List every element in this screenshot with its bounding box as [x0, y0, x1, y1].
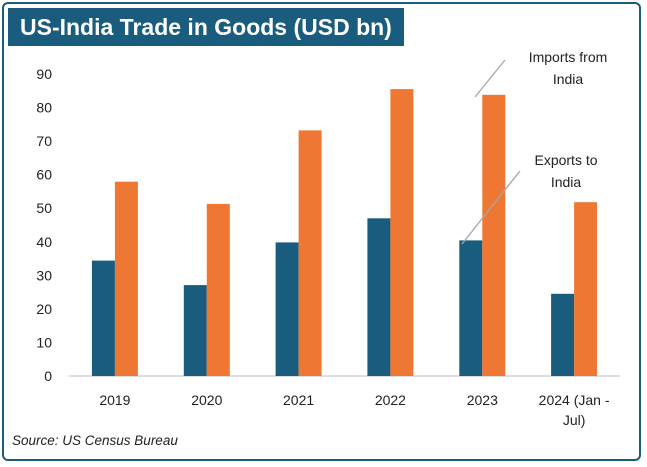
imports-bar	[298, 130, 322, 376]
y-tick-label: 40	[36, 234, 52, 250]
imports-bar	[574, 202, 598, 376]
y-tick-label: 20	[36, 301, 52, 317]
x-axis: 2019 2020 2021 2022 2023 2024 (Jan - Jul)	[99, 392, 610, 428]
exports-bar	[183, 285, 207, 376]
chart-title: US-India Trade in Goods (USD bn)	[8, 8, 404, 46]
y-tick-label: 10	[36, 334, 52, 350]
x-tick-label: 2020	[191, 392, 222, 408]
imports-annotation-line-2: India	[553, 71, 584, 87]
x-tick-label: 2023	[467, 392, 498, 408]
y-tick-label: 90	[36, 66, 52, 82]
x-tick-label: 2024 (Jan -	[539, 392, 610, 408]
x-tick-label: 2021	[283, 392, 314, 408]
exports-bar	[367, 218, 391, 376]
y-tick-label: 70	[36, 133, 52, 149]
exports-bar	[551, 293, 575, 376]
x-tick-label: Jul)	[563, 412, 586, 428]
imports-bar	[114, 181, 138, 376]
y-tick-label: 50	[36, 200, 52, 216]
y-tick-label: 30	[36, 267, 52, 283]
y-tick-label: 60	[36, 167, 52, 183]
x-tick-label: 2022	[375, 392, 406, 408]
imports-callout-line	[474, 59, 506, 98]
exports-bar	[91, 260, 115, 376]
imports-bar	[482, 94, 506, 377]
source-note: Source: US Census Bureau	[12, 433, 178, 448]
bars	[91, 89, 598, 377]
exports-annotation-line-2: India	[551, 174, 582, 190]
y-tick-label: 0	[44, 368, 52, 384]
exports-callout-line	[461, 170, 521, 245]
exports-bar	[459, 240, 483, 376]
imports-bar	[206, 203, 230, 376]
y-tick-label: 80	[36, 100, 52, 116]
x-tick-label: 2019	[99, 392, 130, 408]
exports-bar	[275, 242, 299, 376]
y-axis: 0 10 20 30 40 50 60 70 80 90	[36, 66, 52, 384]
imports-annotation-line-1: Imports from	[529, 49, 608, 65]
imports-bar	[390, 89, 414, 376]
exports-annotation-line-1: Exports to	[534, 152, 597, 168]
